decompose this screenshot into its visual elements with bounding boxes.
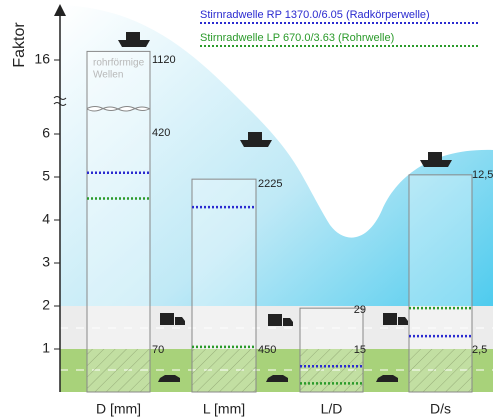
hatch [300, 349, 363, 392]
icons [118, 32, 452, 382]
bar [299, 307, 364, 393]
bar-note: 12,5 [472, 169, 493, 181]
bar [86, 50, 151, 393]
bar-note: 2,5 [472, 344, 487, 356]
x-tick-label: D [mm] [96, 401, 141, 417]
ship-icon [118, 32, 150, 47]
bar [191, 178, 257, 393]
truck-icon [383, 313, 408, 325]
car-icon [376, 375, 398, 382]
road-band [60, 306, 493, 349]
bar-note: 450 [258, 344, 276, 356]
y-tick-label: 4 [42, 211, 50, 227]
bar-note: 15 [354, 344, 366, 356]
car-icon [158, 375, 180, 382]
bar-break [86, 106, 151, 112]
y-tick-label: 2 [42, 297, 50, 313]
axis-arrow [54, 4, 66, 16]
truck-icon [268, 314, 293, 326]
bar-note: 70 [152, 344, 164, 356]
bar-note: 420 [152, 127, 170, 139]
annotation: Wellen [93, 70, 123, 81]
y-tick-label: 6 [42, 125, 50, 141]
car-icon [266, 375, 288, 382]
y-tick-label: 3 [42, 254, 50, 270]
axis-break [53, 96, 67, 106]
x-tick-label: L/D [321, 401, 343, 417]
hatch [409, 349, 472, 392]
hatch [192, 349, 256, 392]
legend-entry: Stirnradwelle LP 670.0/3.63 (Rohrwelle) [200, 32, 394, 44]
y-tick-label: 16 [34, 51, 50, 67]
y-tick-label: 1 [42, 340, 50, 356]
hatch [87, 349, 150, 392]
background-sea [60, 5, 493, 392]
x-tick-label: D/s [430, 401, 451, 417]
x-tick-label: L [mm] [203, 401, 245, 417]
ship-icon [420, 152, 452, 167]
truck-icon [160, 313, 185, 325]
bar-note: 29 [354, 304, 366, 316]
bar [408, 174, 473, 393]
legend-entry: Stirnradwelle RP 1370.0/6.05 (Radkörperw… [200, 9, 430, 21]
y-axis-label: Faktor [11, 22, 28, 68]
annotation: rohrförmige [93, 58, 145, 69]
bar-note: 2225 [258, 178, 282, 190]
bar-note: 1120 [152, 54, 176, 66]
y-tick-label: 5 [42, 168, 50, 184]
ship-icon [240, 132, 272, 147]
